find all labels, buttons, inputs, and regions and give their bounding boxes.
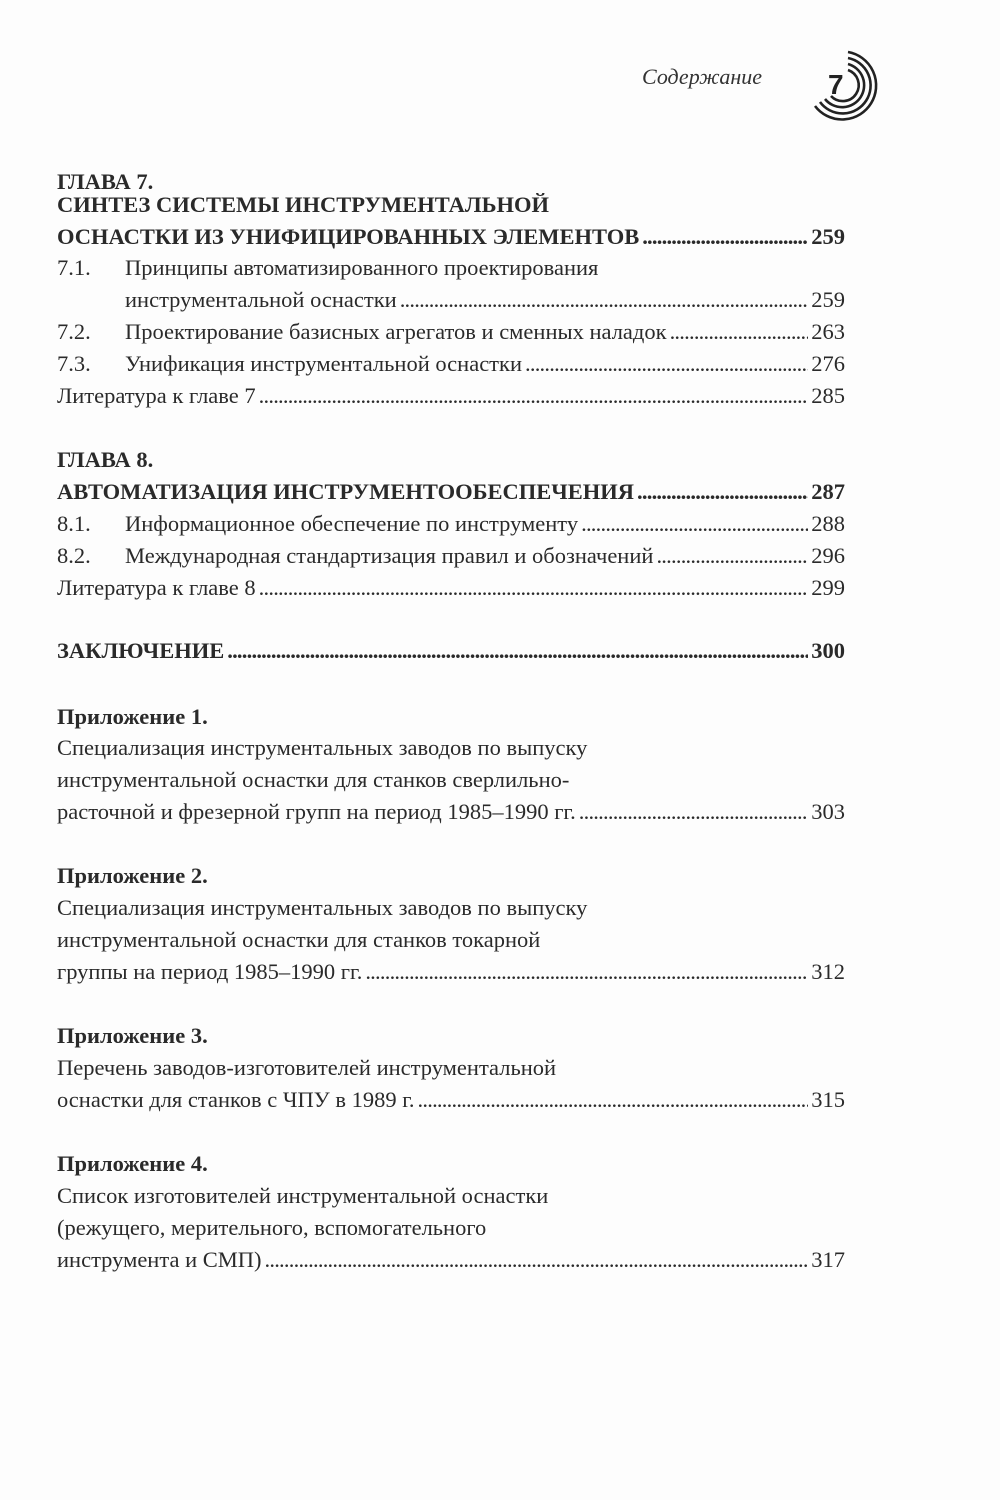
entry-title: Информационное обеспечение по инструмент… (125, 511, 579, 536)
page-ref: 287 (811, 479, 845, 504)
page-ref: 312 (811, 959, 845, 984)
section-number: 7.2. (57, 319, 91, 344)
toc-entry[interactable]: оснастки для станков с ЧПУ в 1989 г. 315 (57, 1085, 845, 1115)
text: (режущего, мерительного, вспомогательног… (57, 1215, 487, 1240)
chapter-label: ГЛАВА 7. (57, 167, 845, 197)
toc-entry[interactable]: расточной и фрезерной групп на период 19… (57, 797, 845, 827)
running-header: Содержание (642, 64, 763, 89)
entry-title: АВТОМАТИЗАЦИЯ ИНСТРУМЕНТООБЕСПЕЧЕНИЯ (57, 479, 635, 504)
toc-line: Список изготовителей инструментальной ос… (57, 1181, 845, 1211)
leader-dots (637, 477, 808, 507)
page-ref: 296 (811, 543, 845, 568)
text: инструментальной оснастки для станков св… (57, 767, 570, 792)
entry-title: группы на период 1985–1990 гг. (57, 959, 363, 984)
entry-title: Унификация инструментальной оснастки (125, 351, 522, 376)
chapter-title: СИНТЕЗ СИСТЕМЫ ИНСТРУМЕНТАЛЬНОЙ (57, 190, 845, 220)
text: Приложение 3. (57, 1023, 208, 1048)
leader-dots (670, 317, 809, 347)
toc-line: Перечень заводов-изготовителей инструмен… (57, 1053, 845, 1083)
toc-entry[interactable]: Литература к главе 8 299 (57, 573, 845, 603)
page-ref: 259 (811, 224, 845, 249)
section-number: 7.1. (57, 255, 91, 280)
page-ref: 317 (811, 1247, 845, 1272)
entry-title: ЗАКЛЮЧЕНИЕ (57, 638, 225, 663)
entry-title: расточной и фрезерной групп на период 19… (57, 799, 576, 824)
section-number: 8.1. (57, 511, 91, 536)
leader-dots (365, 957, 808, 987)
text: Приложение 2. (57, 863, 208, 888)
page-ref: 299 (811, 575, 845, 600)
entry-title: Литература к главе 7 (57, 383, 256, 408)
text: СИНТЕЗ СИСТЕМЫ ИНСТРУМЕНТАЛЬНОЙ (57, 192, 549, 217)
appendix-label: Приложение 1. (57, 702, 845, 732)
text: ГЛАВА 8. (57, 447, 154, 472)
toc-entry[interactable]: группы на период 1985–1990 гг. 312 (57, 957, 845, 987)
toc-line: Специализация инструментальных заводов п… (57, 733, 845, 763)
toc-entry[interactable]: Литература к главе 7 285 (57, 381, 845, 411)
toc-entry: 7.1. Принципы автоматизированного проекти… (57, 253, 845, 283)
text: Список изготовителей инструментальной ос… (57, 1183, 549, 1208)
page-ref: 288 (811, 511, 845, 536)
appendix-label: Приложение 4. (57, 1149, 845, 1179)
text: Приложение 4. (57, 1151, 208, 1176)
toc-entry[interactable]: ЗАКЛЮЧЕНИЕ 300 (57, 636, 845, 666)
entry-title: Литература к главе 8 (57, 575, 256, 600)
toc-line: инструментальной оснастки для станков св… (57, 765, 845, 795)
page-ref: 285 (811, 383, 845, 408)
toc-entry[interactable]: ОСНАСТКИ ИЗ УНИФИЦИРОВАННЫХ ЭЛЕМЕНТОВ 259 (57, 222, 845, 252)
leader-dots (525, 349, 808, 379)
toc-entry[interactable]: инструментальной оснастки 259 (125, 285, 845, 315)
leader-dots (642, 222, 808, 252)
text: Специализация инструментальных заводов п… (57, 735, 588, 760)
page-ref: 259 (811, 287, 845, 312)
page-ref: 300 (811, 638, 845, 663)
chapter-label: ГЛАВА 8. (57, 445, 845, 475)
toc-line: (режущего, мерительного, вспомогательног… (57, 1213, 845, 1243)
leader-dots (259, 381, 809, 411)
page-number: 7 (828, 69, 844, 100)
page-ref: 263 (811, 319, 845, 344)
page-ref: 315 (811, 1087, 845, 1112)
page-ref: 303 (811, 799, 845, 824)
toc-entry[interactable]: инструмента и СМП) 317 (57, 1245, 845, 1275)
page-number-logo-icon: 7 (813, 50, 878, 121)
leader-dots (418, 1085, 809, 1115)
entry-title: оснастки для станков с ЧПУ в 1989 г. (57, 1087, 415, 1112)
toc-entry[interactable]: АВТОМАТИЗАЦИЯ ИНСТРУМЕНТООБЕСПЕЧЕНИЯ 287 (57, 477, 845, 507)
leader-dots (265, 1245, 809, 1275)
leader-dots (227, 636, 808, 666)
entry-title: инструментальной оснастки (125, 287, 397, 312)
entry-title: Принципы автоматизированного проектирова… (125, 255, 599, 280)
appendix-label: Приложение 3. (57, 1021, 845, 1051)
section-number: 7.3. (57, 351, 91, 376)
text: Перечень заводов-изготовителей инструмен… (57, 1055, 557, 1080)
leader-dots (581, 509, 808, 539)
leader-dots (400, 285, 809, 315)
text: инструментальной оснастки для станков то… (57, 927, 541, 952)
text: ГЛАВА 7. (57, 169, 154, 194)
appendix-label: Приложение 2. (57, 861, 845, 891)
toc-entry[interactable]: 8.2. Международная стандартизация правил … (57, 541, 845, 571)
leader-dots (579, 797, 809, 827)
leader-dots (259, 573, 809, 603)
toc-entry[interactable]: 7.3. Унификация инструментальной оснастки… (57, 349, 845, 379)
text: Специализация инструментальных заводов п… (57, 895, 588, 920)
section-number: 8.2. (57, 543, 91, 568)
leader-dots (656, 541, 808, 571)
page-ref: 276 (811, 351, 845, 376)
text: Приложение 1. (57, 704, 208, 729)
entry-title: Проектирование базисных агрегатов и смен… (125, 319, 667, 344)
toc-line: инструментальной оснастки для станков то… (57, 925, 845, 955)
entry-title: Международная стандартизация правил и об… (125, 543, 654, 568)
toc-line: Специализация инструментальных заводов п… (57, 893, 845, 923)
toc-entry[interactable]: 7.2. Проектирование базисных агрегатов и … (57, 317, 845, 347)
entry-title: ОСНАСТКИ ИЗ УНИФИЦИРОВАННЫХ ЭЛЕМЕНТОВ (57, 224, 640, 249)
toc-entry[interactable]: 8.1. Информационное обеспечение по инстру… (57, 509, 845, 539)
entry-title: инструмента и СМП) (57, 1247, 262, 1272)
